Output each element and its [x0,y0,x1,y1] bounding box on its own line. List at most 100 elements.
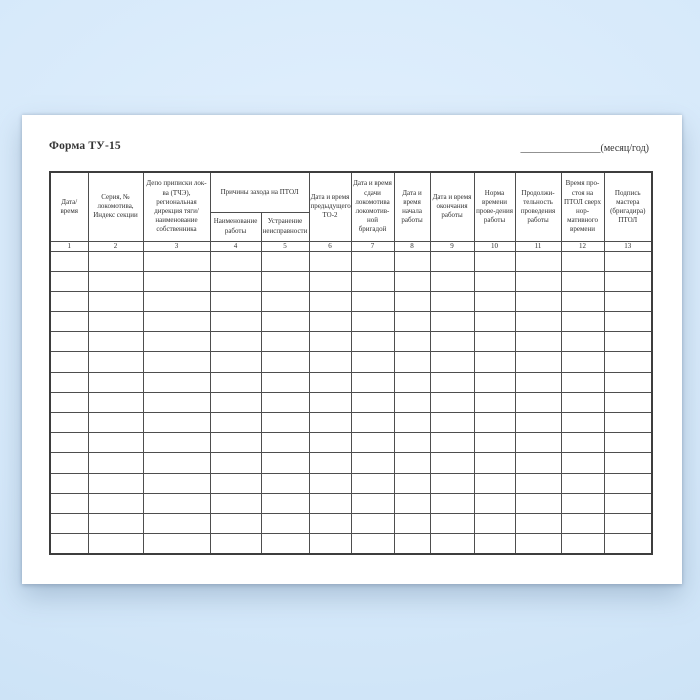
empty-cell [560,391,605,414]
column-number: 2 [87,240,144,252]
col-header-duration: Продолжи-тельность проведения работы [514,171,562,242]
empty-cell [87,270,144,292]
empty-cell [429,492,475,514]
col-header-work-name: Наименование работы [209,211,262,242]
empty-cell [87,391,144,414]
empty-cell [473,452,516,474]
empty-cell [603,290,653,313]
empty-cell [603,250,653,272]
empty-cell [87,290,144,313]
column-number: 6 [308,240,352,252]
empty-cell [560,452,605,474]
empty-cell [560,533,605,555]
empty-cell [142,250,211,272]
empty-cell [209,250,262,272]
empty-cell [473,371,516,393]
empty-cell [429,351,475,373]
empty-cell [560,512,605,535]
empty-cell [87,311,144,333]
table-row [49,432,653,454]
empty-cell [260,290,310,313]
empty-cell [603,432,653,454]
empty-cell [393,311,431,333]
empty-cell [350,371,395,393]
empty-cell [473,432,516,454]
form-table: Дата/ время Серия, № локомотива, Индекс … [49,171,654,555]
table-row [49,391,653,414]
empty-cell [49,351,89,373]
empty-cell [514,452,562,474]
empty-cell [350,492,395,514]
empty-cell [49,533,89,555]
table-row [49,331,653,353]
empty-cell [429,250,475,272]
empty-cell [473,533,516,555]
empty-cell [142,391,211,414]
empty-cell [49,452,89,474]
empty-cell [308,270,352,292]
col-header-series: Серия, № локомотива, Индекс секции [87,171,144,242]
col-header-work-start: Дата и время начала работы [393,171,431,242]
empty-cell [514,270,562,292]
empty-cell [473,331,516,353]
empty-cell [49,331,89,353]
empty-cell [142,512,211,535]
empty-cell [49,371,89,393]
empty-cell [560,432,605,454]
empty-cell [49,270,89,292]
column-number: 11 [514,240,562,252]
empty-cell [603,533,653,555]
table-row [49,452,653,474]
col-header-work-end: Дата и время окончания работы [429,171,475,242]
empty-cell [49,250,89,272]
empty-cell [308,351,352,373]
empty-cell [393,452,431,474]
empty-cell [87,411,144,434]
empty-cell [308,432,352,454]
empty-cell [87,472,144,494]
empty-cell [308,290,352,313]
table-row [49,472,653,494]
empty-cell [260,311,310,333]
col-header-signature: Подпись мастера (бригадира) ПТОЛ [603,171,653,242]
empty-cell [603,270,653,292]
empty-cell [429,290,475,313]
empty-cell [514,311,562,333]
empty-cell [514,512,562,535]
empty-cell [308,533,352,555]
empty-cell [350,290,395,313]
empty-cell [473,351,516,373]
empty-cell [350,512,395,535]
empty-cell [560,331,605,353]
empty-cell [514,472,562,494]
empty-cell [560,351,605,373]
table-body [49,250,653,555]
month-year-blank: ________________(месяц/год) [521,143,650,154]
column-number: 10 [473,240,516,252]
empty-cell [429,432,475,454]
empty-cell [473,250,516,272]
empty-cell [49,432,89,454]
empty-cell [603,371,653,393]
empty-cell [473,492,516,514]
empty-cell [209,311,262,333]
empty-cell [209,472,262,494]
empty-cell [514,371,562,393]
empty-cell [87,331,144,353]
empty-cell [603,492,653,514]
empty-cell [560,250,605,272]
column-number: 7 [350,240,395,252]
empty-cell [209,391,262,414]
empty-cell [308,411,352,434]
empty-cell [514,411,562,434]
empty-cell [350,472,395,494]
empty-cell [473,472,516,494]
empty-cell [350,452,395,474]
empty-cell [209,351,262,373]
empty-cell [209,512,262,535]
empty-cell [350,331,395,353]
empty-cell [209,331,262,353]
empty-cell [393,290,431,313]
table-row [49,351,653,373]
empty-cell [393,250,431,272]
